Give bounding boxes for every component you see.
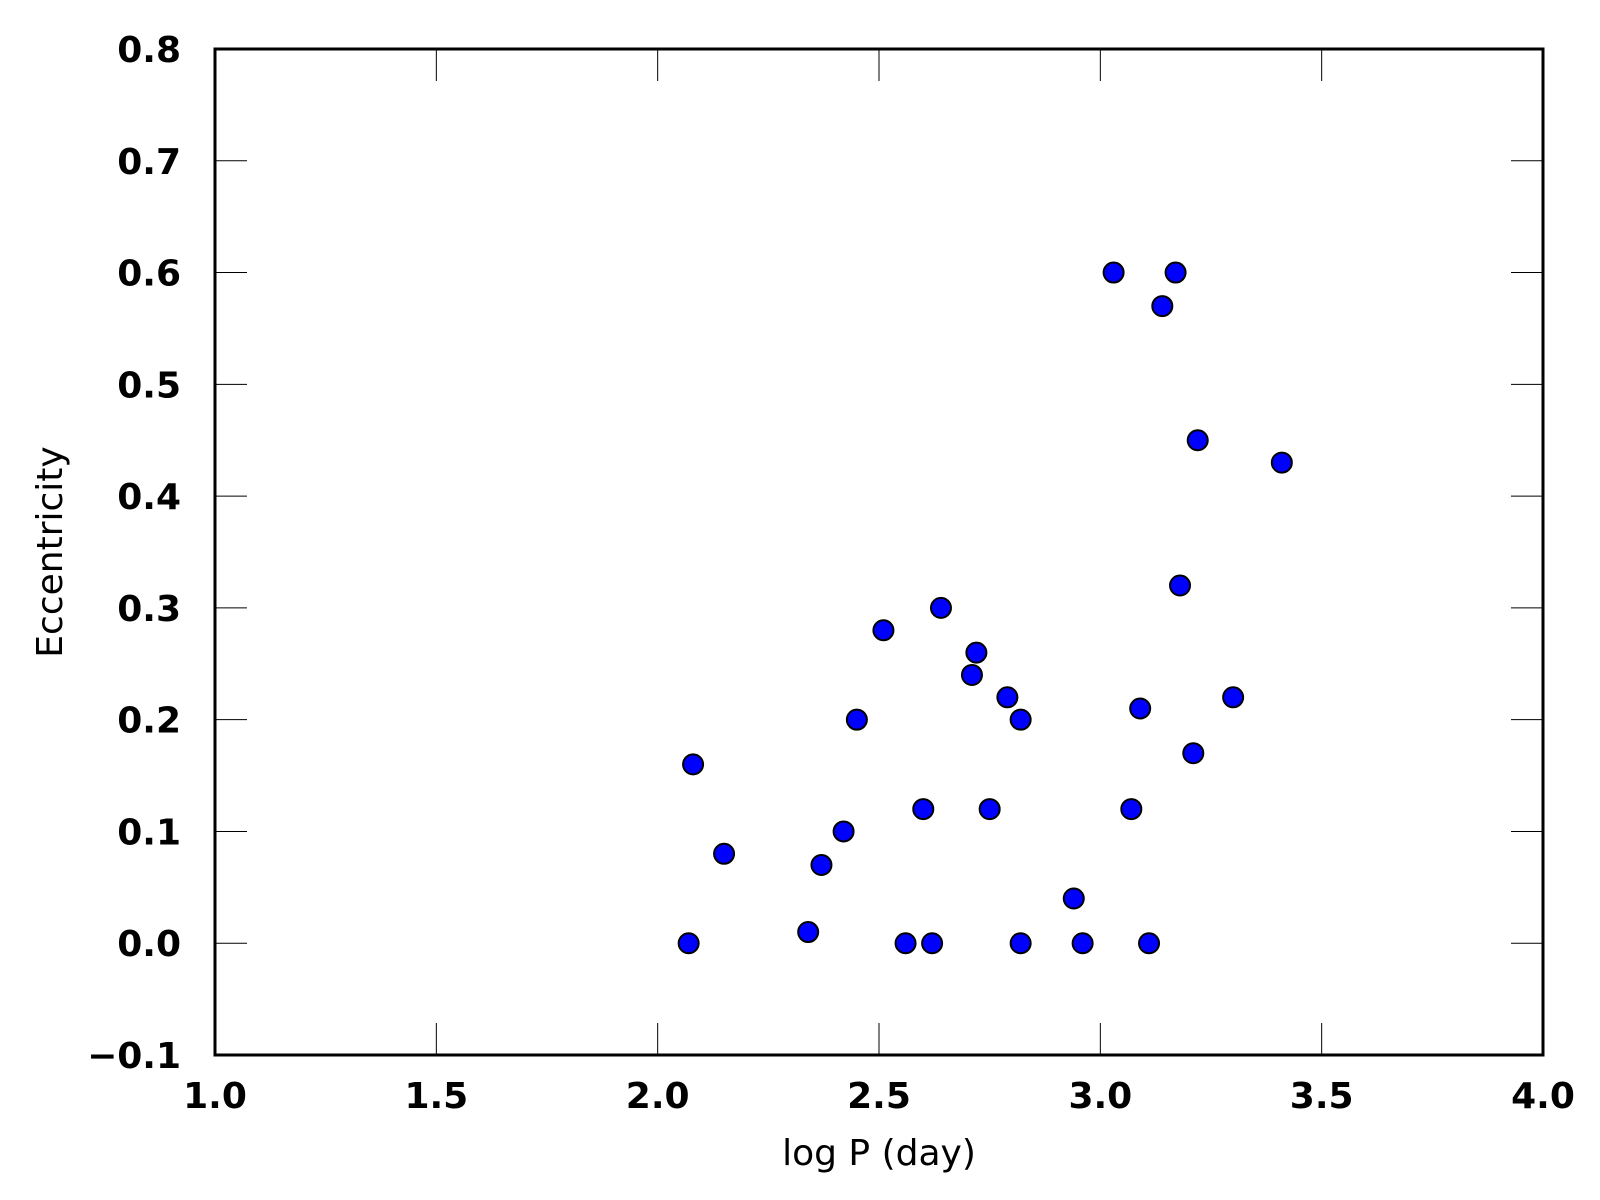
data-point [713,842,736,865]
data-point [832,820,855,843]
y-axis-label: Eccentricity [30,446,71,657]
ticks-layer [214,48,1544,1056]
data-point [1062,887,1085,910]
data-point [960,663,983,686]
data-point [1270,451,1293,474]
data-point [978,798,1001,821]
y-tick-label: 0.0 [117,924,181,965]
x-axis-label: log P (day) [782,1133,976,1174]
data-point [1009,932,1032,955]
data-point [1186,429,1209,452]
data-point [1169,574,1192,597]
x-tick-label: 1.5 [404,1076,468,1117]
data-point [677,932,700,955]
data-point [1151,295,1174,318]
data-point [1182,742,1205,765]
x-tick-label: 1.0 [183,1076,247,1117]
data-point [965,641,988,664]
x-tick-label: 2.5 [847,1076,911,1117]
y-tick-label: 0.5 [117,365,181,406]
y-tick-label: 0.6 [117,254,181,295]
data-point [682,753,705,776]
x-tick-label: 4.0 [1511,1076,1575,1117]
data-point [912,798,935,821]
data-point [1129,697,1152,720]
x-tick-label: 3.5 [1290,1076,1354,1117]
data-point [1102,261,1125,284]
y-tick-label: 0.8 [117,30,181,71]
y-tick-label: 0.7 [117,142,181,183]
data-point [1071,932,1094,955]
data-point [894,932,917,955]
y-tick-label: 0.3 [117,589,181,630]
data-point [845,708,868,731]
data-point [1138,932,1161,955]
data-point [810,853,833,876]
data-point [929,596,952,619]
y-tick-label: −0.1 [87,1036,181,1077]
plot-frame [213,47,1545,1057]
data-point [996,686,1019,709]
points-layer [677,261,1293,955]
data-point [1009,708,1032,731]
data-point [797,921,820,944]
y-tick-label: 0.1 [117,812,181,853]
data-point [1120,798,1143,821]
data-point [921,932,944,955]
tick-labels-layer: 1.0 1.5 2.0 2.5 3.0 3.5 4.0 −0.1 0.0 0.1 0.2 0.3 0.4… [87,30,1575,1117]
data-point [1164,261,1187,284]
data-point [1222,686,1245,709]
y-tick-label: 0.2 [117,701,181,742]
data-point [872,619,895,642]
y-tick-label: 0.4 [117,477,181,518]
x-tick-label: 3.0 [1068,1076,1132,1117]
x-tick-label: 2.0 [626,1076,690,1117]
